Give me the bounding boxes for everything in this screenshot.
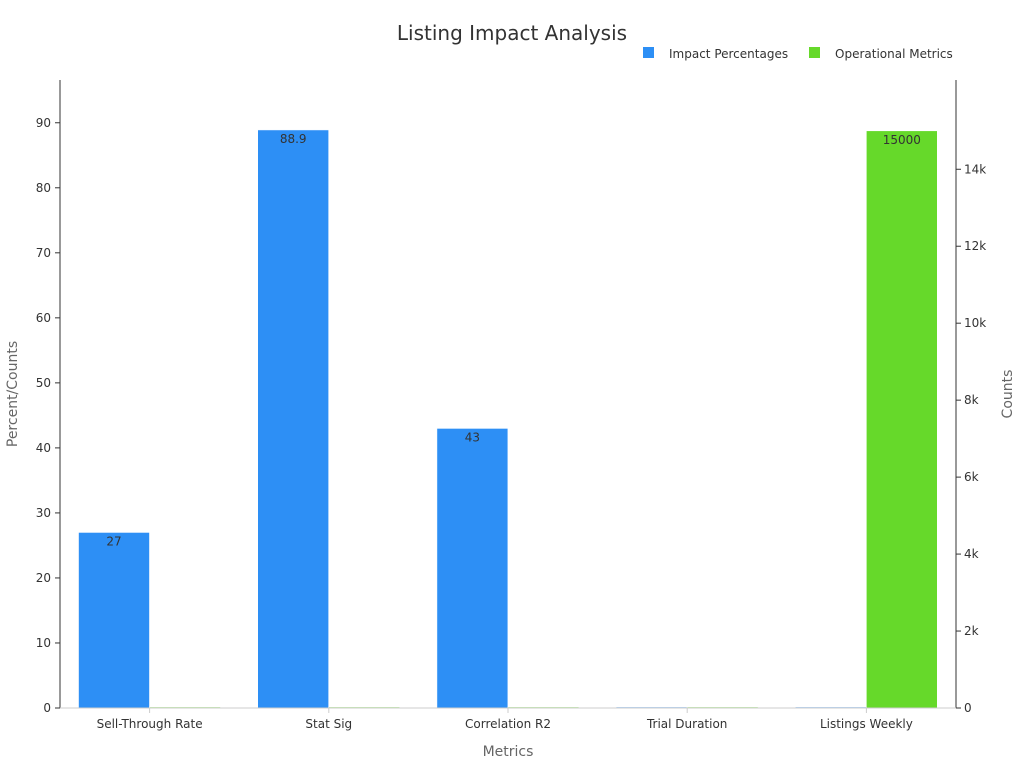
x-axis-title: Metrics xyxy=(483,744,534,760)
bar-impact-0 xyxy=(78,532,150,709)
legend-label-operational: Operational Metrics xyxy=(835,47,953,61)
left-tick-label-2: 20 xyxy=(36,571,51,585)
bar-impact-1 xyxy=(257,129,330,709)
right-axis-ticks: 0 2k 4k 6k 8k 10k 12k 14k xyxy=(956,162,986,715)
x-tick-label-4: Listings Weekly xyxy=(820,717,913,731)
data-labels-layer: 27 88.9 43 15000 xyxy=(106,132,921,549)
legend-swatch-operational xyxy=(809,47,820,58)
left-tick-label-0: 0 xyxy=(43,701,51,715)
bars-layer xyxy=(78,129,938,709)
left-tick-label-6: 60 xyxy=(36,311,51,325)
x-tick-label-2: Correlation R2 xyxy=(465,717,551,731)
legend-swatch-impact xyxy=(643,47,654,58)
data-label-2: 43 xyxy=(465,430,480,444)
bar-impact-2 xyxy=(436,428,509,709)
left-tick-label-1: 10 xyxy=(36,636,51,650)
left-tick-label-5: 50 xyxy=(36,376,51,390)
left-axis-ticks: 0 10 20 30 40 50 60 70 80 90 xyxy=(36,116,60,715)
x-tick-label-0: Sell-Through Rate xyxy=(97,717,203,731)
right-tick-label-3: 6k xyxy=(964,470,979,484)
x-axis-ticks: Sell-Through Rate Stat Sig Correlation R2 T… xyxy=(97,708,913,731)
legend: Impact Percentages Operational Metrics xyxy=(643,47,953,61)
legend-label-impact: Impact Percentages xyxy=(669,47,788,61)
x-tick-label-3: Trial Duration xyxy=(646,717,727,731)
data-label-3: 15000 xyxy=(883,133,921,147)
right-tick-label-7: 14k xyxy=(964,162,986,176)
left-tick-label-3: 30 xyxy=(36,506,51,520)
right-tick-label-1: 2k xyxy=(964,624,979,638)
left-tick-label-8: 80 xyxy=(36,181,51,195)
data-label-1: 88.9 xyxy=(280,132,307,146)
right-tick-label-0: 0 xyxy=(964,701,972,715)
right-tick-label-6: 12k xyxy=(964,239,986,253)
right-tick-label-5: 10k xyxy=(964,316,986,330)
left-tick-label-4: 40 xyxy=(36,441,51,455)
left-tick-label-7: 70 xyxy=(36,246,51,260)
y2-axis-title: Counts xyxy=(1000,370,1016,419)
left-tick-label-9: 90 xyxy=(36,116,51,130)
right-tick-label-4: 8k xyxy=(964,393,979,407)
x-tick-label-1: Stat Sig xyxy=(305,717,352,731)
data-label-0: 27 xyxy=(106,534,121,548)
right-tick-label-2: 4k xyxy=(964,547,979,561)
bar-operational-4 xyxy=(865,130,938,709)
chart-title: Listing Impact Analysis xyxy=(397,21,627,45)
y-axis-title: Percent/Counts xyxy=(5,341,21,447)
